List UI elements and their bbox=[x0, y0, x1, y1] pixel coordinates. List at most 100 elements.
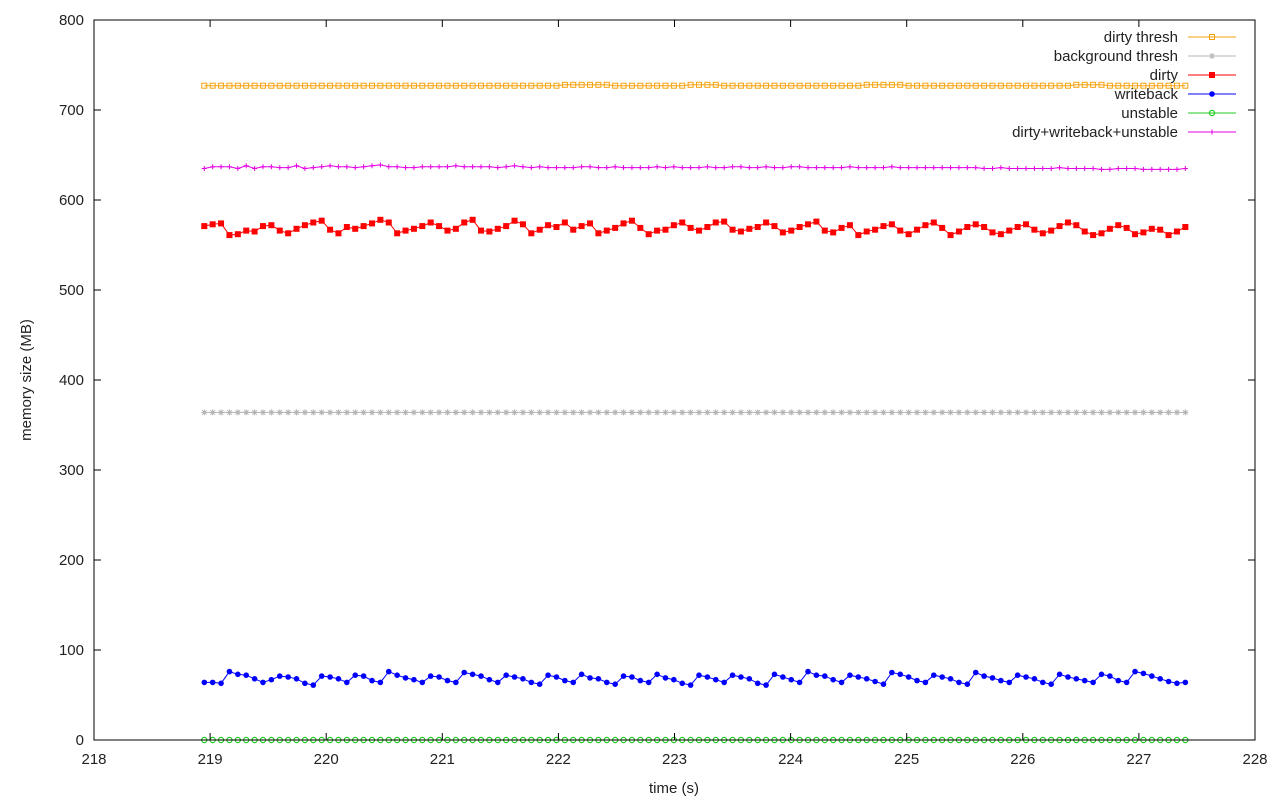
data-point bbox=[1173, 228, 1180, 235]
data-point bbox=[461, 164, 467, 170]
data-point bbox=[410, 82, 417, 89]
data-point bbox=[1090, 81, 1097, 88]
data-point bbox=[478, 227, 484, 234]
data-point bbox=[394, 409, 401, 416]
data-point bbox=[285, 165, 291, 171]
data-point bbox=[562, 165, 568, 171]
data-point bbox=[285, 82, 292, 89]
data-point bbox=[628, 217, 635, 224]
data-point bbox=[930, 219, 937, 226]
data-point bbox=[796, 679, 803, 686]
data-point bbox=[1023, 166, 1029, 171]
data-point bbox=[947, 232, 954, 239]
data-point bbox=[972, 82, 979, 89]
data-point bbox=[561, 219, 568, 226]
data-point bbox=[368, 220, 375, 227]
data-point bbox=[1157, 226, 1164, 233]
legend-item: dirty+writeback+unstable bbox=[1012, 124, 1236, 141]
data-point bbox=[771, 671, 778, 678]
x-tick-label: 227 bbox=[1126, 751, 1151, 768]
data-point bbox=[1098, 671, 1105, 678]
data-point bbox=[1124, 166, 1130, 171]
data-point bbox=[687, 224, 694, 231]
legend-label: dirty bbox=[1150, 67, 1179, 84]
data-point bbox=[444, 164, 450, 170]
data-point bbox=[570, 409, 577, 416]
data-point bbox=[570, 226, 577, 233]
data-point bbox=[327, 82, 334, 89]
data-point bbox=[830, 229, 837, 236]
data-point bbox=[780, 165, 786, 171]
data-point bbox=[519, 82, 526, 89]
data-point bbox=[696, 409, 703, 416]
data-point bbox=[1064, 409, 1071, 416]
data-point bbox=[1081, 228, 1088, 235]
data-point bbox=[1123, 82, 1130, 89]
data-point bbox=[721, 409, 728, 416]
data-point bbox=[1031, 409, 1038, 416]
data-point bbox=[545, 222, 552, 229]
data-point bbox=[687, 682, 694, 688]
data-point bbox=[587, 675, 593, 681]
data-point bbox=[754, 680, 761, 687]
data-point bbox=[729, 409, 736, 416]
data-point bbox=[788, 82, 795, 89]
data-point bbox=[906, 165, 912, 171]
data-point bbox=[385, 219, 392, 226]
data-point bbox=[1090, 409, 1097, 416]
data-point bbox=[545, 165, 551, 171]
data-point bbox=[411, 676, 417, 683]
data-point bbox=[1115, 82, 1122, 89]
data-point bbox=[595, 165, 601, 171]
data-point bbox=[1149, 166, 1155, 172]
data-point bbox=[1006, 679, 1013, 686]
data-point bbox=[1031, 82, 1038, 89]
data-point bbox=[948, 165, 954, 171]
data-point bbox=[276, 673, 283, 679]
data-point bbox=[914, 82, 921, 89]
data-point bbox=[427, 673, 434, 679]
data-point bbox=[553, 165, 559, 171]
data-point bbox=[503, 223, 510, 230]
data-point bbox=[595, 230, 602, 237]
data-point bbox=[729, 82, 736, 89]
data-point bbox=[369, 677, 375, 684]
data-point bbox=[587, 409, 594, 416]
data-point bbox=[637, 165, 643, 171]
data-point bbox=[1165, 678, 1172, 685]
data-point bbox=[972, 669, 979, 676]
data-point bbox=[813, 218, 820, 225]
data-point bbox=[1056, 671, 1063, 678]
data-point bbox=[872, 409, 879, 416]
data-point bbox=[830, 82, 837, 89]
data-point bbox=[268, 82, 275, 89]
data-point bbox=[486, 164, 492, 170]
data-point bbox=[1149, 673, 1155, 679]
data-point bbox=[997, 231, 1004, 238]
data-point bbox=[486, 409, 493, 416]
data-point bbox=[1107, 166, 1113, 172]
data-point bbox=[377, 679, 384, 686]
data-point bbox=[956, 679, 962, 686]
data-point bbox=[1157, 166, 1163, 172]
data-point bbox=[444, 82, 451, 89]
data-point bbox=[218, 164, 224, 170]
y-axis-label: memory size (MB) bbox=[18, 319, 35, 441]
data-point bbox=[511, 82, 518, 89]
series-line bbox=[204, 164, 1186, 170]
data-point bbox=[452, 409, 459, 416]
data-point bbox=[930, 82, 937, 89]
data-point bbox=[360, 223, 367, 230]
data-point bbox=[620, 220, 627, 227]
data-point bbox=[1023, 409, 1030, 416]
data-point bbox=[201, 409, 208, 416]
data-point bbox=[1014, 224, 1021, 230]
data-point bbox=[461, 219, 468, 226]
data-point bbox=[1098, 409, 1105, 416]
data-point bbox=[352, 225, 359, 232]
data-point bbox=[512, 163, 518, 169]
data-point bbox=[310, 219, 317, 226]
data-point bbox=[251, 409, 258, 416]
data-point bbox=[788, 409, 795, 416]
data-point bbox=[855, 82, 862, 89]
